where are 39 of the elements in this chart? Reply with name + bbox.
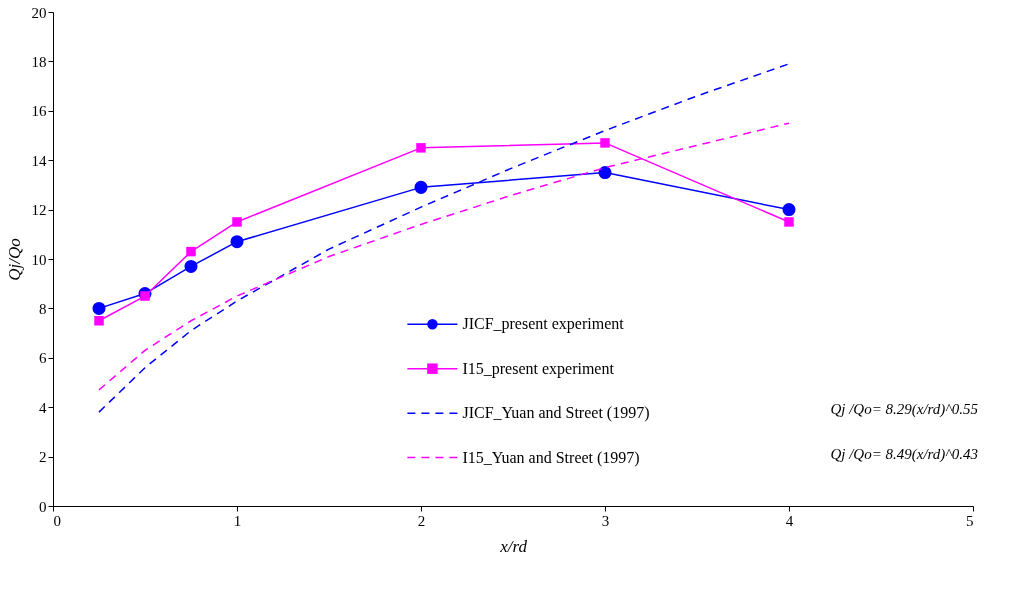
x-tick-label: 3 [601, 512, 610, 529]
legend-label: JICF_Yuan and Street (1997) [462, 404, 650, 423]
x-tick-label: 4 [785, 512, 794, 529]
legend-label: I15_present experiment [462, 359, 615, 378]
legend-label: JICF_present experiment [462, 315, 625, 334]
point [232, 217, 242, 227]
point [784, 217, 794, 227]
point [600, 138, 610, 148]
x-tick-label: 5 [966, 512, 974, 529]
point [782, 203, 796, 217]
x-tick-label: 0 [53, 512, 61, 529]
y-tick-label: 18 [31, 53, 47, 70]
point [598, 166, 612, 180]
y-tick-label: 0 [39, 498, 47, 515]
y-tick-label: 6 [39, 350, 47, 367]
y-tick-label: 8 [39, 300, 47, 317]
annotation: Qj /Qo= 8.49(x/rd)^0.43 [830, 445, 978, 463]
point [92, 301, 106, 315]
x-tick-label: 1 [233, 512, 242, 529]
y-tick-label: 20 [31, 4, 47, 21]
legend-label: I15_Yuan and Street (1997) [462, 448, 640, 467]
point [184, 259, 198, 273]
y-axis-title: Qj/Qo [4, 238, 24, 281]
annotation: Qj /Qo= 8.29(x/rd)^0.55 [830, 401, 979, 419]
point [140, 291, 150, 301]
y-tick-label: 16 [31, 103, 47, 120]
y-tick-label: 10 [31, 251, 47, 268]
y-tick-label: 2 [39, 449, 47, 466]
point [94, 316, 104, 326]
y-tick-label: 12 [31, 202, 47, 219]
x-axis-title: x/rd [499, 536, 528, 556]
point [414, 180, 428, 194]
point [186, 246, 196, 257]
y-tick-label: 4 [39, 399, 47, 416]
x-tick-label: 2 [417, 512, 426, 529]
line-series [98, 122, 790, 391]
point [416, 143, 426, 153]
y-tick-label: 14 [31, 152, 47, 169]
point [230, 235, 244, 249]
